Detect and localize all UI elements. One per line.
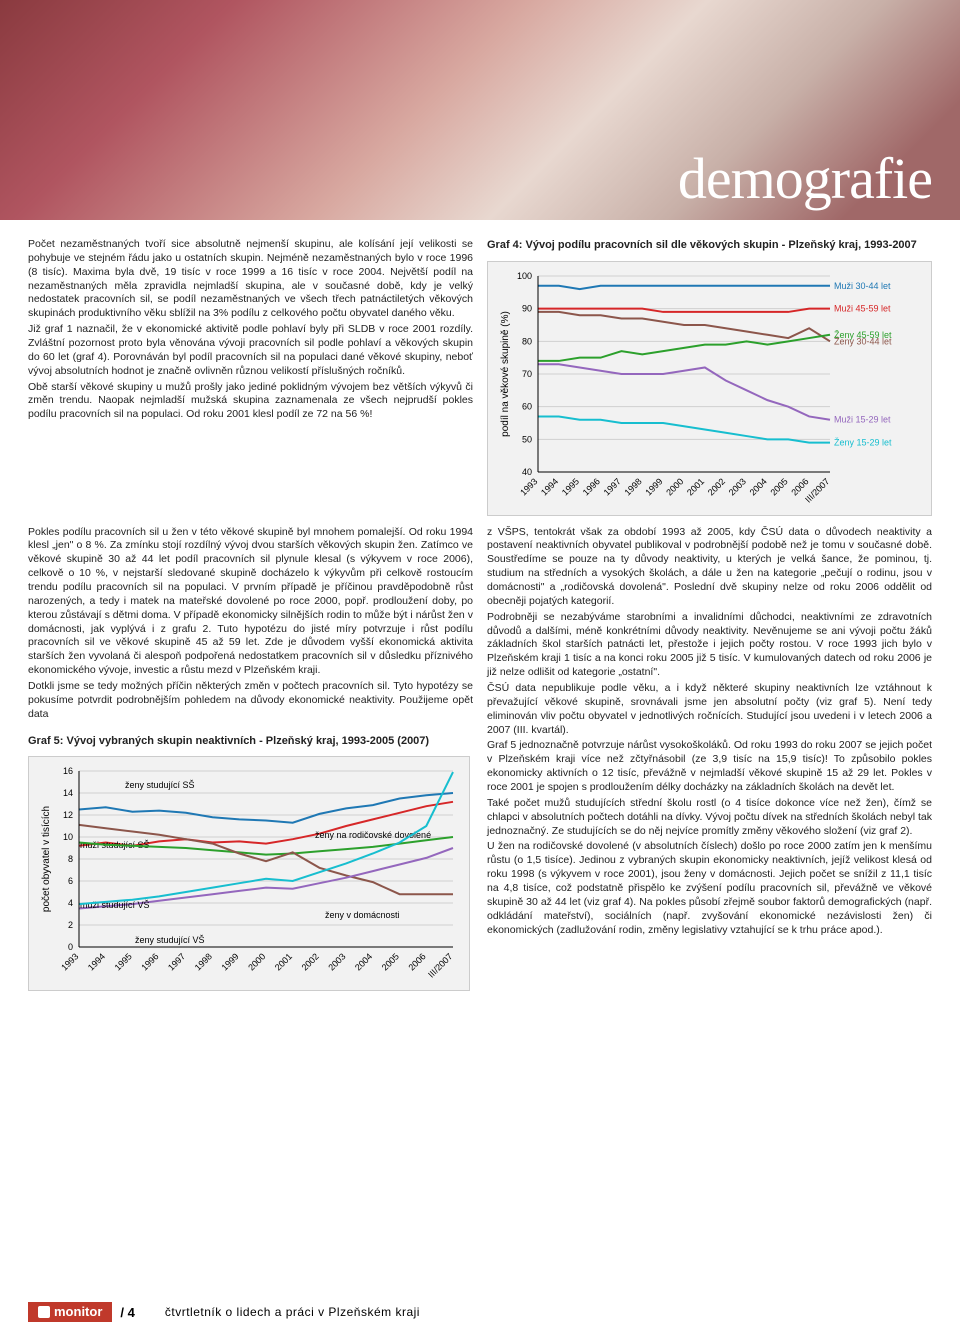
svg-text:2006: 2006: [406, 951, 427, 972]
svg-text:6: 6: [68, 876, 73, 886]
body-columns: Počet nezaměstnaných tvoří sice absolutn…: [0, 220, 960, 526]
right-lower: z VŠPS, tentokrát však za období 1993 až…: [487, 526, 932, 1002]
svg-text:2005: 2005: [768, 476, 789, 497]
svg-text:4: 4: [68, 898, 73, 908]
svg-text:Muži 30-44 let: Muži 30-44 let: [834, 280, 891, 290]
svg-text:ženy na rodičovské dovolené: ženy na rodičovské dovolené: [315, 830, 431, 840]
svg-text:0: 0: [68, 942, 73, 952]
svg-text:2000: 2000: [664, 476, 685, 497]
svg-text:ženy studující SŠ: ženy studující SŠ: [125, 780, 195, 790]
para: Počet nezaměstnaných tvoří sice absolutn…: [28, 238, 473, 321]
svg-text:ženy v domácnosti: ženy v domácnosti: [325, 910, 400, 920]
para: Graf 5 jednoznačně potvrzuje nárůst vyso…: [487, 739, 932, 794]
svg-text:podíl na věkové skupině (%): podíl na věkové skupině (%): [500, 311, 511, 437]
svg-text:1997: 1997: [602, 476, 623, 497]
header-photo: demografie: [0, 0, 960, 220]
svg-text:2003: 2003: [326, 951, 347, 972]
svg-text:1999: 1999: [643, 476, 664, 497]
svg-text:2001: 2001: [273, 951, 294, 972]
para: Pokles podílu pracovních sil u žen v tét…: [28, 526, 473, 678]
svg-text:1995: 1995: [113, 951, 134, 972]
svg-text:8: 8: [68, 854, 73, 864]
svg-text:16: 16: [63, 766, 73, 776]
svg-text:2003: 2003: [727, 476, 748, 497]
svg-text:10: 10: [63, 832, 73, 842]
svg-text:2002: 2002: [300, 951, 321, 972]
left-lower: Pokles podílu pracovních sil u žen v tét…: [28, 526, 473, 1002]
svg-text:1997: 1997: [166, 951, 187, 972]
svg-text:1998: 1998: [622, 476, 643, 497]
svg-text:Ženy 45-59 let: Ženy 45-59 let: [834, 329, 892, 339]
svg-text:1994: 1994: [86, 951, 107, 972]
para: Také počet mužů studujících střední škol…: [487, 797, 932, 839]
logo-icon: [38, 1306, 50, 1318]
svg-text:2000: 2000: [246, 951, 267, 972]
svg-text:1995: 1995: [560, 476, 581, 497]
para: z VŠPS, tentokrát však za období 1993 až…: [487, 526, 932, 609]
svg-text:12: 12: [63, 810, 73, 820]
footer-tagline: čtvrtletník o lidech a práci v Plzeňském…: [165, 1305, 420, 1319]
para: Podrobněji se nezabýváme starobními a in…: [487, 611, 932, 680]
svg-text:počet obyvatel v tisících: počet obyvatel v tisících: [41, 806, 52, 912]
chart4-title: Graf 4: Vývoj podílu pracovních sil dle …: [487, 238, 932, 253]
svg-text:Ženy 15-29 let: Ženy 15-29 let: [834, 437, 892, 447]
svg-text:2004: 2004: [353, 951, 374, 972]
para: Již graf 1 naznačil, že v ekonomické akt…: [28, 323, 473, 378]
svg-text:1998: 1998: [193, 951, 214, 972]
svg-text:100: 100: [517, 271, 532, 281]
para: U žen na rodičovské dovolené (v absolutn…: [487, 840, 932, 937]
right-column: Graf 4: Vývoj podílu pracovních sil dle …: [487, 238, 932, 526]
svg-text:2: 2: [68, 920, 73, 930]
svg-text:2002: 2002: [706, 476, 727, 497]
svg-text:1999: 1999: [219, 951, 240, 972]
footer: monitor / 4 čtvrtletník o lidech a práci…: [0, 1299, 960, 1325]
para: Obě starší věkové skupiny u mužů prošly …: [28, 381, 473, 423]
svg-text:ženy studující VŠ: ženy studující VŠ: [135, 935, 205, 945]
chart5-title: Graf 5: Vývoj vybraných skupin neaktivní…: [28, 734, 473, 749]
svg-text:40: 40: [522, 467, 532, 477]
svg-text:90: 90: [522, 303, 532, 313]
para: ČSÚ data nepublikuje podle věku, a i kdy…: [487, 682, 932, 737]
chart5: 0 2 4 6 8 10 12 14 16 1993 1994 19951996 1997 1998199…: [28, 756, 470, 991]
logo-text: monitor: [54, 1304, 102, 1319]
svg-text:Muži 15-29 let: Muži 15-29 let: [834, 414, 891, 424]
footer-logo: monitor: [28, 1302, 112, 1322]
svg-text:1994: 1994: [539, 476, 560, 497]
svg-text:1993: 1993: [518, 476, 539, 497]
svg-text:60: 60: [522, 401, 532, 411]
svg-text:III/2007: III/2007: [426, 951, 454, 979]
svg-text:1996: 1996: [139, 951, 160, 972]
svg-text:Muži 45-59 let: Muži 45-59 let: [834, 303, 891, 313]
svg-text:70: 70: [522, 369, 532, 379]
para: Dotkli jsme se tedy možných příčin někte…: [28, 680, 473, 722]
svg-text:14: 14: [63, 788, 73, 798]
svg-text:2005: 2005: [380, 951, 401, 972]
svg-text:2004: 2004: [748, 476, 769, 497]
svg-text:1993: 1993: [59, 951, 80, 972]
svg-text:80: 80: [522, 336, 532, 346]
svg-text:1996: 1996: [581, 476, 602, 497]
chart4: 40 50 60 70 80 90 100 1993199419951996199719981…: [487, 261, 932, 516]
lower-columns: Pokles podílu pracovních sil u žen v tét…: [0, 526, 960, 1002]
page-title: demografie: [678, 145, 932, 212]
svg-text:50: 50: [522, 434, 532, 444]
page-number: / 4: [120, 1305, 134, 1320]
svg-text:2001: 2001: [685, 476, 706, 497]
left-column: Počet nezaměstnaných tvoří sice absolutn…: [28, 238, 473, 526]
